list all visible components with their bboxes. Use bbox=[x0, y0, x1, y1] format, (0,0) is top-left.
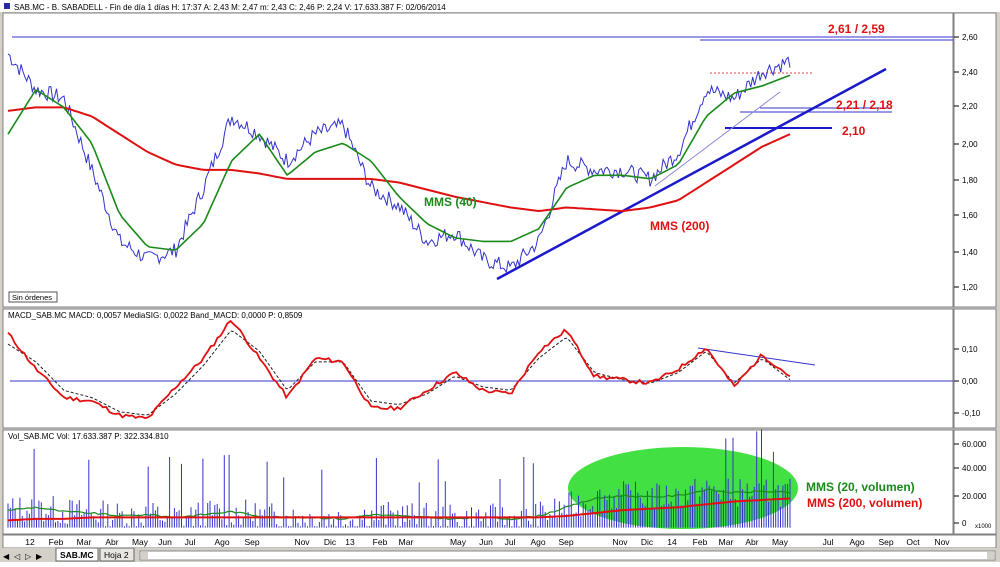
x-axis-tick-label: Nov bbox=[294, 537, 310, 547]
macd-axis bbox=[953, 308, 997, 429]
volume-tick-label: 20.000 bbox=[962, 492, 987, 501]
mms40-line bbox=[7, 74, 791, 251]
x-axis-tick-label: May bbox=[772, 537, 789, 547]
scroll-right-icon[interactable] bbox=[987, 552, 994, 559]
x-axis-tick-label: Jun bbox=[479, 537, 493, 547]
tab-hoja2-label: Hoja 2 bbox=[104, 550, 129, 560]
x-axis-tick-label: Nov bbox=[612, 537, 628, 547]
price-tick-label: 2,60 bbox=[962, 33, 978, 42]
x-axis bbox=[2, 534, 997, 549]
price-axis bbox=[953, 12, 997, 308]
x-axis-tick-label: Sep bbox=[558, 537, 573, 547]
price-panel bbox=[2, 12, 954, 308]
x-axis-labels: 12 Feb Mar Abr May Jun Jul Ago Sep Nov Dic 13 Feb Mar… bbox=[25, 537, 950, 547]
x-axis-tick-label: Jul bbox=[185, 537, 196, 547]
axis-ticks: 2,60 2,40 2,20 2,00 1,80 1,60 1,40 1,20 0,10 0,00… bbox=[954, 33, 987, 528]
price-tick-label: 1,20 bbox=[962, 283, 978, 292]
annotation-mms200-vol: MMS (200, volumen) bbox=[807, 496, 922, 510]
x-axis-tick-label: Nov bbox=[934, 537, 950, 547]
title-info: SAB.MC - B. SABADELL - Fin de día 1 días… bbox=[14, 3, 446, 12]
x-axis-tick-label: Ago bbox=[849, 537, 864, 547]
macd-divergence-line bbox=[697, 347, 816, 366]
annotation-mms40: MMS (40) bbox=[424, 195, 477, 209]
price-tick-label: 2,40 bbox=[962, 68, 978, 77]
x-axis-tick-label: Mar bbox=[719, 537, 734, 547]
macd-line bbox=[7, 319, 791, 420]
x-axis-tick-label: Mar bbox=[399, 537, 414, 547]
x-axis-tick-label: Ago bbox=[214, 537, 229, 547]
volume-tick-label: 60.000 bbox=[962, 440, 987, 449]
macd-signal-line bbox=[7, 330, 791, 416]
price-tick-label: 1,40 bbox=[962, 248, 978, 257]
x-axis-tick-label: Abr bbox=[105, 537, 118, 547]
title-strip bbox=[0, 0, 1000, 12]
status-box-label: Sin órdenes bbox=[12, 293, 52, 302]
price-line bbox=[7, 53, 791, 274]
x-axis-tick-label: Dic bbox=[641, 537, 654, 547]
tab-sabmc[interactable] bbox=[55, 547, 99, 562]
price-tick-label: 1,80 bbox=[962, 176, 978, 185]
x-axis-tick-label: 14 bbox=[667, 537, 677, 547]
x-axis-tick-label: Ago bbox=[530, 537, 545, 547]
volume-mms20-line bbox=[7, 488, 791, 521]
x-axis-tick-label: Feb bbox=[693, 537, 708, 547]
x-axis-tick-label: Mar bbox=[77, 537, 92, 547]
scroll-left-icon[interactable] bbox=[141, 552, 148, 559]
tab-nav-buttons[interactable]: ◀ ◁ ▷ ▶ bbox=[3, 552, 43, 561]
horizontal-scrollbar[interactable] bbox=[139, 550, 996, 561]
macd-info: MACD_SAB.MC MACD: 0,0057 MediaSIG: 0,002… bbox=[8, 311, 303, 320]
series-color-swatch bbox=[4, 3, 10, 9]
volume-bars bbox=[7, 429, 791, 528]
x-axis-tick-label: Jun bbox=[158, 537, 172, 547]
x-axis-tick-label: Jul bbox=[505, 537, 516, 547]
x-axis-tick-label: Sep bbox=[878, 537, 893, 547]
x-axis-tick-label: 13 bbox=[345, 537, 355, 547]
annotation-mms20-vol: MMS (20, volumen) bbox=[806, 480, 915, 494]
volume-tick-label: 0 bbox=[962, 519, 967, 528]
annotation-resistance: 2,61 / 2,59 bbox=[828, 22, 885, 36]
volume-scale-note: x1000 bbox=[975, 524, 992, 530]
mms200-line bbox=[7, 106, 791, 213]
price-tick-label: 2,00 bbox=[962, 140, 978, 149]
x-axis-tick-label: Feb bbox=[373, 537, 388, 547]
macd-tick-label: 0,10 bbox=[962, 345, 978, 354]
x-axis-tick-label: 12 bbox=[25, 537, 35, 547]
annotation-support1: 2,21 / 2,18 bbox=[836, 98, 893, 112]
x-axis-tick-label: Sep bbox=[244, 537, 259, 547]
annotation-support2: 2,10 bbox=[842, 124, 866, 138]
macd-panel bbox=[2, 308, 954, 429]
price-tick-label: 2,20 bbox=[962, 102, 978, 111]
status-box[interactable] bbox=[8, 291, 58, 303]
macd-tick-label: 0,00 bbox=[962, 377, 978, 386]
tab-nav-next-icon[interactable]: ▷ bbox=[25, 552, 32, 561]
volume-tick-label: 40.000 bbox=[962, 464, 987, 473]
x-axis-tick-label: Feb bbox=[49, 537, 64, 547]
x-axis-tick-label: Abr bbox=[745, 537, 758, 547]
volume-info: Vol_SAB.MC Vol: 17.633.387 P: 322.334.81… bbox=[8, 432, 169, 441]
x-axis-tick-label: May bbox=[132, 537, 149, 547]
uptrend-line bbox=[496, 67, 887, 281]
x-axis-tick-label: May bbox=[450, 537, 467, 547]
x-axis-tick-label: Oct bbox=[906, 537, 920, 547]
macd-tick-label: -0,10 bbox=[962, 409, 981, 418]
price-tick-label: 1,60 bbox=[962, 211, 978, 220]
tab-hoja2[interactable] bbox=[99, 547, 135, 562]
volume-mms200-line bbox=[7, 497, 791, 522]
x-axis-tick-label: Dic bbox=[324, 537, 337, 547]
annotation-mms200: MMS (200) bbox=[650, 219, 709, 233]
volume-axis bbox=[953, 429, 997, 535]
tab-nav-last-icon[interactable]: ▶ bbox=[36, 552, 43, 561]
tab-sabmc-label: SAB.MC bbox=[60, 550, 94, 560]
tab-nav-first-icon[interactable]: ◀ bbox=[3, 552, 10, 561]
uptrend-line-thin bbox=[654, 91, 781, 187]
tab-nav-prev-icon[interactable]: ◁ bbox=[14, 552, 21, 561]
x-axis-tick-label: Jul bbox=[823, 537, 834, 547]
